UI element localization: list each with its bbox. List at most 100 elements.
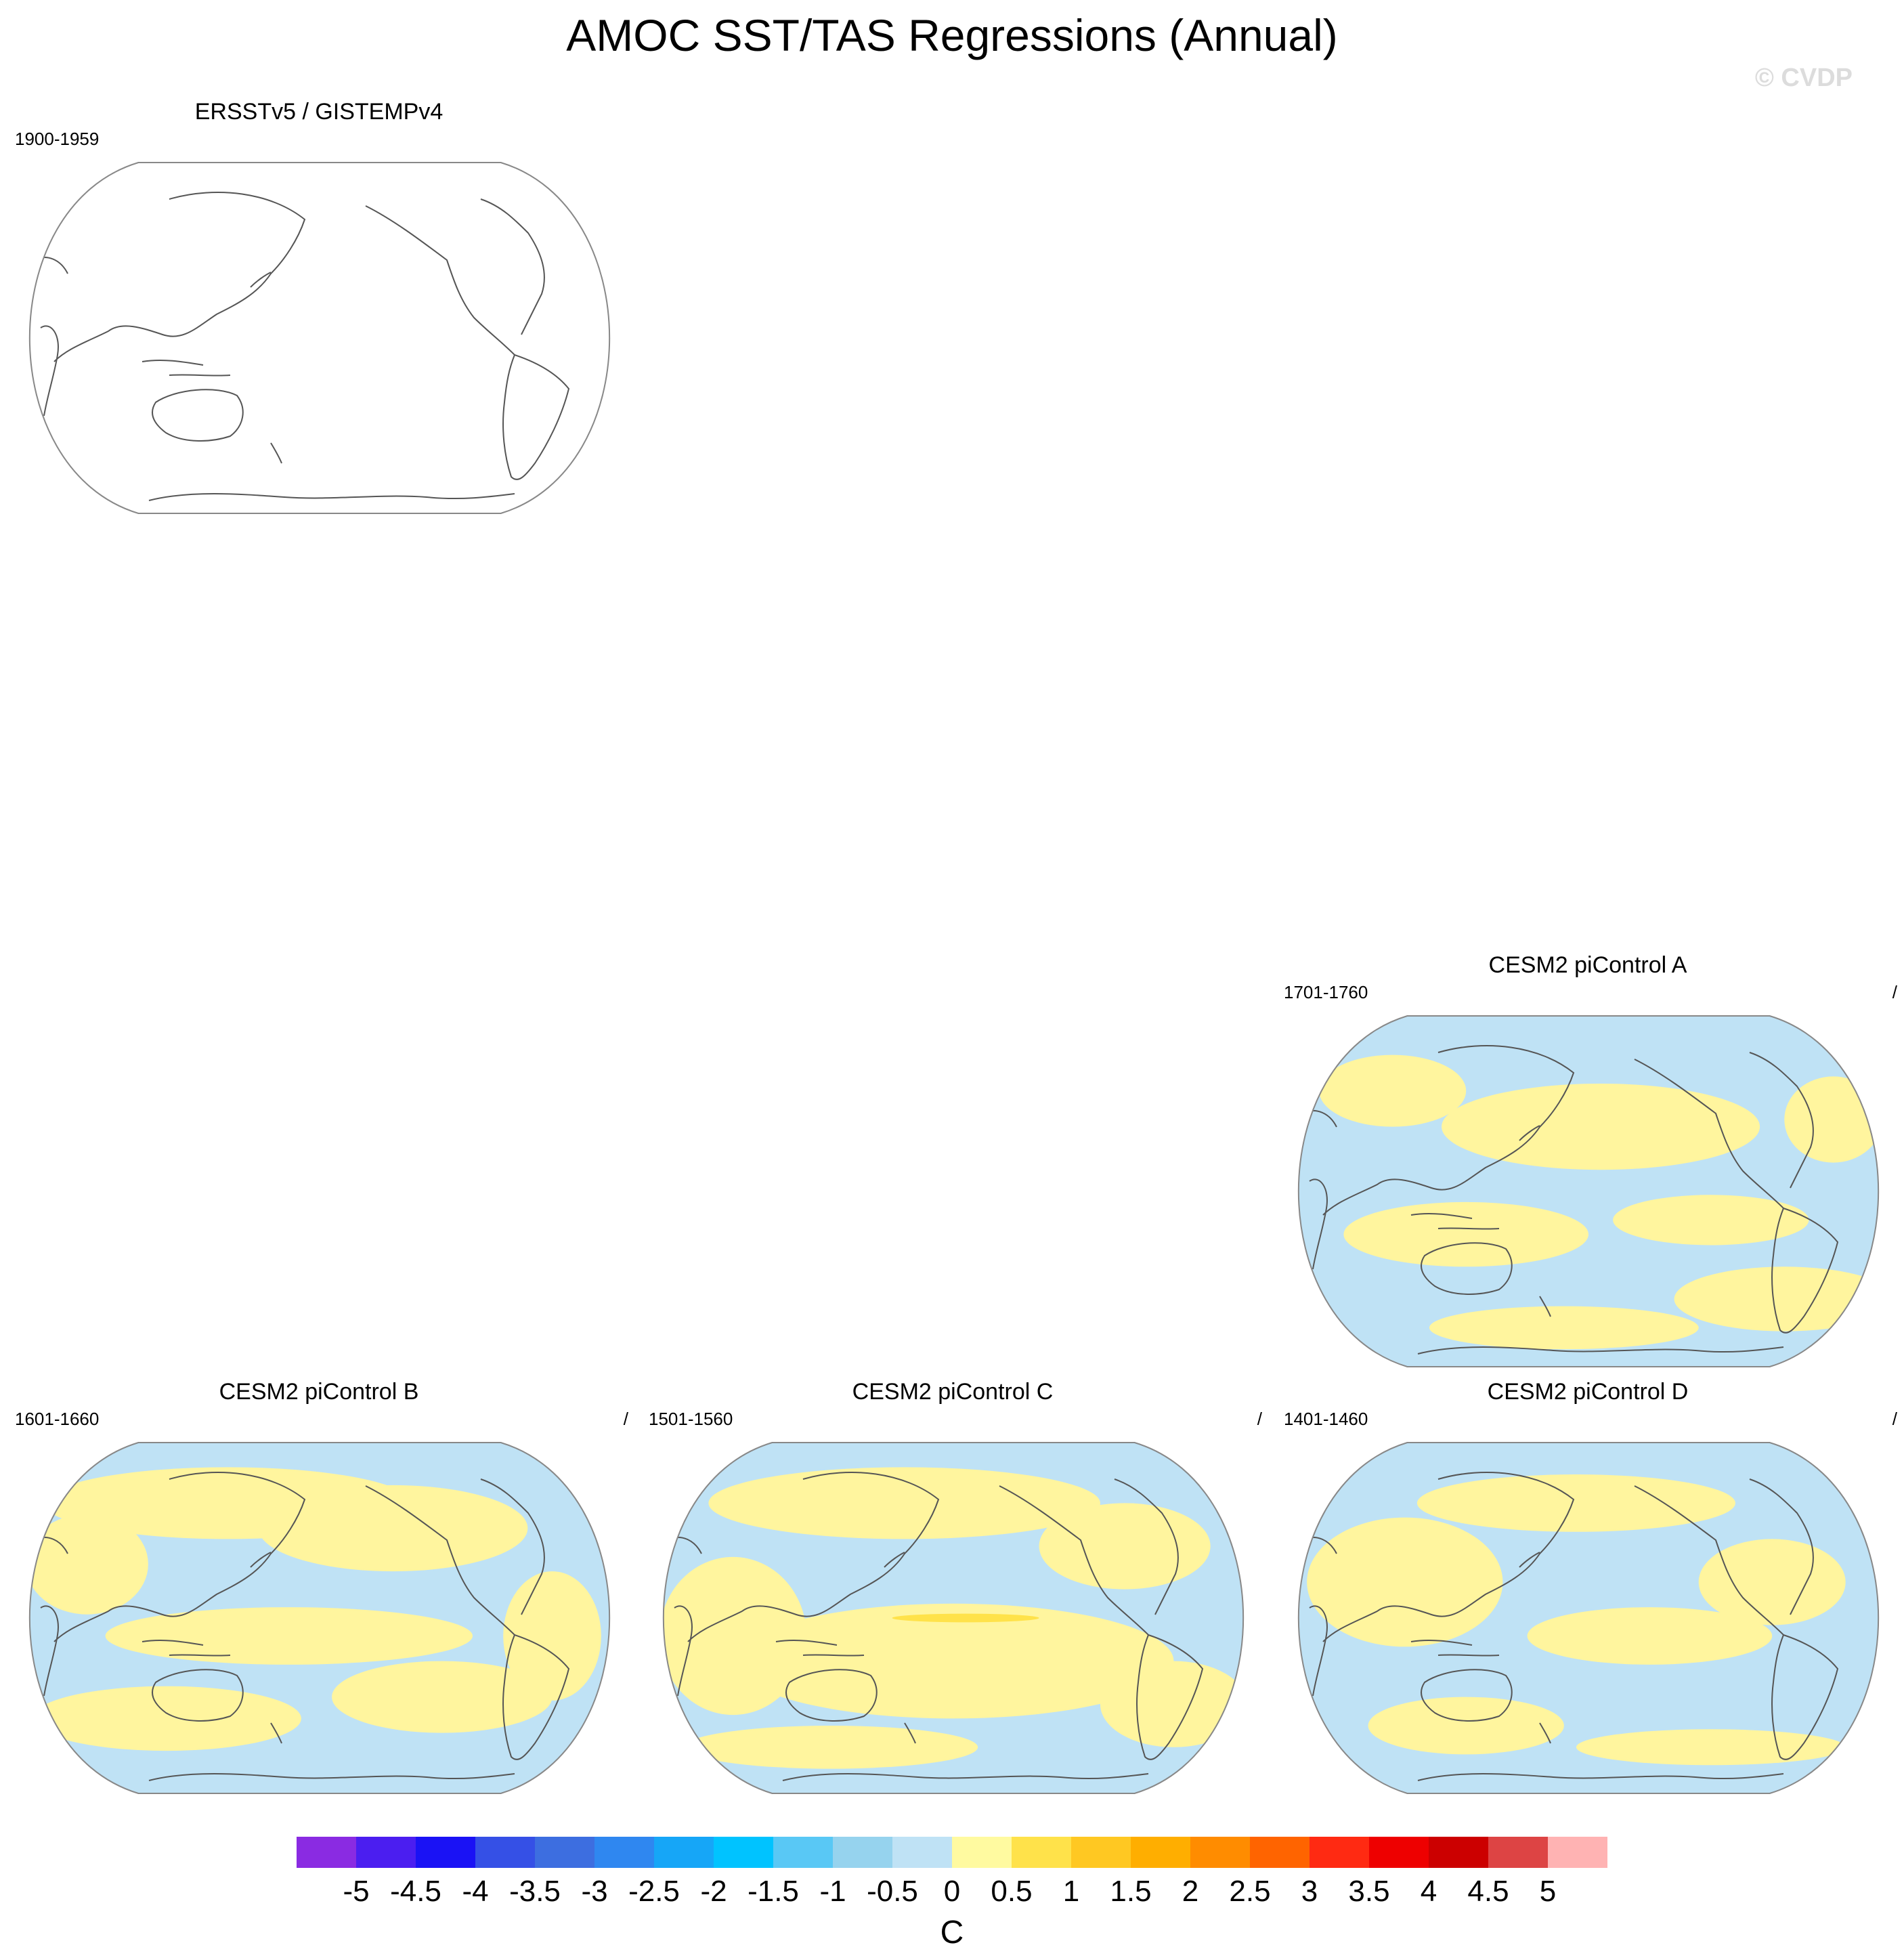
colorbar [297,1837,1607,1868]
colorbar-swatch [594,1837,655,1868]
colorbar-swatch [654,1837,714,1868]
panel-right-label: / [1892,1409,1897,1429]
coastline [250,1552,272,1568]
panel-right-label: / [623,1409,628,1429]
coastline [1309,1178,1328,1270]
colorbar-tick-label: -5 [343,1875,370,1908]
colorbar-swatch [714,1837,774,1868]
coastline [1634,1485,1784,1636]
coastline [1749,1052,1814,1189]
coastline [785,1669,878,1722]
coastline [1749,1478,1814,1615]
coastline [502,1634,570,1760]
coastline [148,493,515,501]
world-map [1298,1442,1879,1794]
panel-right-label: / [1257,1409,1262,1429]
map-panel-cesm2-d: CESM2 piControl D 1401-1460 / [1272,1379,1904,1799]
coastline [270,442,282,464]
panel-title: CESM2 piControl B [219,1379,419,1405]
panel-period: 1501-1560 [649,1409,733,1429]
colorbar-units: C [940,1915,964,1951]
panel-period: 1701-1760 [1284,982,1368,1002]
colorbar-tick-label: -4 [462,1875,489,1908]
coastline [142,1639,231,1657]
colorbar-tick-label: 5 [1539,1875,1557,1908]
colorbar-tick-label: 2 [1182,1875,1199,1908]
coastline [1410,1212,1500,1230]
coastline [884,1552,905,1568]
coastline [1417,1346,1784,1355]
colorbar-swatch [1369,1837,1429,1868]
coastline [40,325,59,417]
colorbar-swatch [833,1837,893,1868]
coastline [1417,1773,1784,1781]
colorbar-tick-label: -3 [581,1875,608,1908]
coastline [148,1773,515,1781]
colorbar-tick-label: -0.5 [867,1875,918,1908]
positive-anomaly-region [1343,1201,1588,1267]
coastline [1421,1242,1513,1295]
warm-anomaly-core [892,1613,1039,1623]
coastline [152,1669,244,1722]
coastline [365,1485,515,1636]
coastline [480,198,545,335]
positive-anomaly-region [332,1661,553,1733]
positive-anomaly-region [733,1603,1174,1719]
colorbar-tick-label: -3.5 [509,1875,561,1908]
positive-anomaly-region [1307,1517,1503,1647]
colorbar-swatch [1131,1837,1191,1868]
positive-anomaly-region [708,1467,1100,1539]
world-map [29,162,610,514]
colorbar-swatch [1190,1837,1251,1868]
positive-anomaly-region [1368,1697,1564,1755]
positive-anomaly-region [503,1571,601,1701]
colorbar-swatch [356,1837,416,1868]
colorbar-tick-label: 3 [1301,1875,1318,1908]
positive-anomaly-region [105,1607,473,1665]
positive-anomaly-region [1527,1607,1773,1665]
colorbar-swatch [952,1837,1012,1868]
colorbar-tick-label: -4.5 [390,1875,441,1908]
positive-anomaly-region [684,1726,978,1769]
world-map [663,1442,1244,1794]
coastline [1322,1045,1575,1216]
cvdp-watermark: © CVDP [1754,64,1853,92]
colorbar-tick-label: 1 [1062,1875,1080,1908]
colorbar-tick-label: 0 [943,1875,961,1908]
positive-anomaly-region [1039,1503,1211,1590]
map-panel-cesm2-a: CESM2 piControl A 1701-1760 / [1272,952,1904,1372]
coastline [152,389,244,442]
coastline [142,359,231,377]
map-border [663,1442,1244,1794]
coastline [53,1472,306,1642]
colorbar-swatch [1488,1837,1549,1868]
coastline [1539,1722,1551,1744]
positive-anomaly-region [1674,1266,1879,1331]
colorbar-tick-label: 3.5 [1348,1875,1390,1908]
positive-anomaly-region [32,1686,301,1751]
panel-period: 1401-1460 [1284,1409,1368,1429]
figure-title: AMOC SST/TAS Regressions (Annual) [566,10,1338,60]
colorbar-swatch [297,1837,357,1868]
coastline [782,1773,1149,1781]
colorbar-tick-labels: -5 -4.5 -4 -3.5 -3 -2.5 -2 -1.5 -1 -0.5 0 0.5 1 1.5 2 2… [0,1875,1904,1915]
map-border [1298,1015,1879,1367]
colorbar-swatch [1310,1837,1370,1868]
coastline [1309,1605,1328,1697]
colorbar-tick-label: 2.5 [1229,1875,1271,1908]
panel-title: ERSSTv5 / GISTEMPv4 [194,99,443,125]
coastline [1421,1669,1513,1722]
positive-anomaly-region [1319,1054,1467,1127]
colorbar-swatch [1429,1837,1489,1868]
positive-anomaly-region [1698,1539,1846,1625]
map-border [1298,1442,1879,1794]
world-map [29,1442,610,1794]
colorbar-swatch [1548,1837,1607,1868]
coastline [904,1722,916,1744]
colorbar-swatch [1250,1837,1310,1868]
coastline [40,1605,59,1697]
positive-anomaly-region [1416,1474,1735,1532]
coastline [1114,1478,1179,1615]
colorbar-swatch [416,1837,476,1868]
coastline [1771,1208,1839,1334]
